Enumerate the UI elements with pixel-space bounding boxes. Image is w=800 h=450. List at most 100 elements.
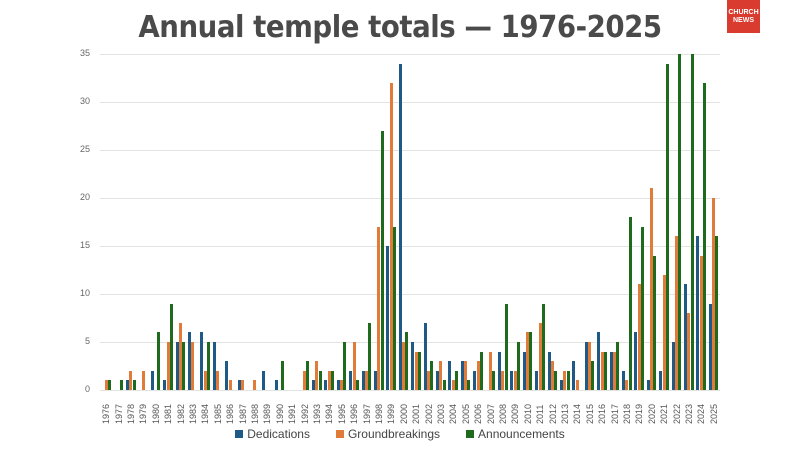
- legend-label: Announcements: [478, 427, 565, 441]
- x-tick-label: 2008: [498, 403, 508, 424]
- bar-dedications: [535, 370, 539, 390]
- bar-groundbreakings: [352, 342, 356, 390]
- bar-dedications: [386, 246, 390, 390]
- bar-announcements: [405, 332, 409, 390]
- bar-groundbreakings: [340, 380, 344, 390]
- x-tick-label: 1985: [212, 403, 223, 424]
- bar-groundbreakings: [674, 236, 678, 390]
- bar-groundbreakings: [178, 322, 182, 390]
- bar-groundbreakings: [327, 370, 331, 390]
- bar-announcements: [591, 361, 595, 390]
- bar-groundbreakings: [203, 370, 207, 390]
- bar-announcements: [529, 332, 533, 390]
- gridline: [100, 246, 720, 247]
- x-tick-label: 2007: [485, 403, 496, 424]
- bar-dedications: [510, 370, 514, 390]
- x-tick-label: 1989: [262, 403, 273, 424]
- bar-announcements: [306, 361, 310, 390]
- bar-groundbreakings: [389, 82, 393, 390]
- bar-dedications: [696, 236, 700, 390]
- bar-dedications: [312, 380, 315, 390]
- bar-announcements: [318, 370, 322, 390]
- bar-dedications: [622, 370, 625, 390]
- bar-groundbreakings: [612, 351, 616, 390]
- bar-announcements: [541, 303, 545, 390]
- bar-dedications: [609, 351, 613, 390]
- plot-area: 0 5 10 15 20 25 30 35: [80, 48, 720, 394]
- bar-dedications: [671, 342, 675, 390]
- x-tick-label: 1987: [237, 403, 248, 424]
- bar-dedications: [659, 370, 663, 390]
- x-tick-label: 2014: [572, 403, 583, 424]
- bar-announcements: [641, 226, 644, 390]
- bar-announcements: [616, 342, 620, 390]
- bar-announcements: [169, 303, 173, 390]
- y-tick-label: 5: [84, 336, 90, 346]
- x-tick-label: 2004: [448, 403, 459, 424]
- x-tick-label: 2023: [684, 403, 694, 424]
- bar-groundbreakings: [575, 380, 579, 390]
- bar-announcements: [653, 255, 657, 390]
- bar-dedications: [200, 332, 204, 390]
- announcements-swatch-icon: [466, 430, 475, 438]
- chart-title: Annual temple totals — 1976-2025: [138, 10, 662, 45]
- legend-label: Groundbreakings: [347, 427, 441, 441]
- bar-announcements: [281, 361, 285, 390]
- bar-groundbreakings: [315, 361, 319, 390]
- x-tick-label: 1981: [163, 403, 174, 424]
- x-tick-label: 2001: [411, 403, 422, 424]
- x-tick-label: 1997: [361, 403, 372, 424]
- bar-groundbreakings: [637, 284, 641, 390]
- bar-announcements: [517, 342, 520, 390]
- bar-announcements: [355, 380, 359, 390]
- x-tick-label: 2003: [436, 403, 446, 424]
- x-tick-label: 2022: [671, 403, 682, 424]
- bar-groundbreakings: [451, 380, 455, 390]
- bar-groundbreakings: [650, 188, 654, 390]
- bar-announcements: [603, 351, 607, 390]
- bar-dedications: [634, 332, 638, 390]
- bar-dedications: [436, 370, 439, 390]
- bar-dedications: [411, 342, 415, 390]
- bar-dedications: [237, 380, 241, 390]
- x-tick-label: 1999: [386, 403, 397, 424]
- bar-groundbreakings: [216, 370, 220, 390]
- gridline: [100, 150, 720, 151]
- y-tick-label: 20: [79, 192, 90, 202]
- x-tick-label: 2005: [460, 403, 471, 424]
- bar-dedications: [498, 351, 501, 390]
- bar-groundbreakings: [662, 274, 666, 390]
- bar-groundbreakings: [563, 370, 567, 390]
- bar-announcements: [368, 322, 372, 390]
- bar-announcements: [380, 130, 384, 390]
- gridline: [100, 102, 720, 103]
- bar-dedications: [448, 361, 452, 390]
- bar-dedications: [225, 361, 229, 390]
- x-tick-label: 2015: [584, 403, 595, 424]
- bar-dedications: [522, 351, 526, 390]
- bar-announcements: [554, 370, 558, 390]
- x-tick-label: 2019: [634, 403, 645, 424]
- x-tick-label: 1977: [113, 403, 124, 424]
- bar-announcements: [120, 380, 124, 390]
- bar-groundbreakings: [550, 361, 554, 390]
- bar-groundbreakings: [414, 351, 418, 390]
- x-tick-label: 2018: [622, 403, 632, 424]
- bar-announcements: [492, 370, 496, 390]
- bar-groundbreakings: [712, 198, 716, 390]
- bar-dedications: [423, 322, 427, 390]
- bar-announcements: [566, 370, 570, 390]
- bar-dedications: [572, 361, 576, 390]
- gridline: [100, 342, 720, 343]
- x-tick-label: 2020: [646, 403, 657, 424]
- bar-groundbreakings: [402, 342, 406, 390]
- bar-announcements: [442, 380, 446, 390]
- bar-groundbreakings: [191, 342, 195, 390]
- legend-groundbreakings: Groundbreakings: [335, 427, 441, 441]
- x-tick-label: 1991: [287, 403, 298, 424]
- bar-dedications: [336, 380, 340, 390]
- legend-dedications: Dedications: [235, 427, 310, 441]
- bar-announcements: [703, 82, 706, 390]
- gridline: [100, 54, 720, 55]
- bar-announcements: [479, 351, 483, 390]
